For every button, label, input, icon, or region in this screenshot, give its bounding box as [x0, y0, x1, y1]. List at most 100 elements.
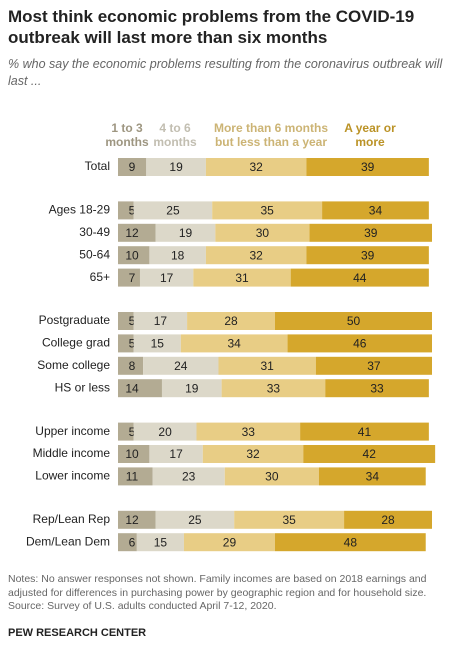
value-label: 39	[364, 226, 378, 240]
value-label: 18	[171, 248, 185, 262]
footer: PEW RESEARCH CENTER	[8, 627, 147, 639]
source: Source: Survey of U.S. adults conducted …	[8, 600, 277, 612]
chart-subtitle: % who say the economic problems resultin…	[8, 57, 443, 88]
value-label: 41	[358, 425, 372, 439]
bar-segment	[152, 467, 225, 486]
value-label: 48	[344, 535, 358, 549]
bar-segment	[118, 158, 147, 176]
value-label: 44	[353, 271, 367, 285]
value-label: 31	[235, 271, 249, 285]
value-label: 32	[246, 447, 260, 461]
value-label: 6	[129, 535, 136, 549]
bar-segment	[300, 422, 429, 441]
bar-segment	[315, 356, 432, 375]
bar-segment	[275, 312, 432, 330]
bar-segment	[118, 246, 150, 265]
value-label: 28	[224, 314, 238, 328]
bar-segment	[234, 510, 345, 529]
value-label: 35	[282, 513, 296, 527]
bar-segment	[287, 334, 432, 353]
legend-label: 1 to 3 months	[105, 121, 149, 149]
value-label: 33	[242, 425, 256, 439]
value-label: 32	[249, 160, 263, 174]
bar-segment	[180, 334, 288, 353]
value-label: 30	[265, 470, 279, 484]
bar-segment	[205, 158, 307, 176]
value-label: 14	[125, 381, 139, 395]
value-label: 12	[125, 513, 139, 527]
category-label: Upper income	[35, 424, 110, 438]
bar-segment	[193, 268, 291, 287]
bar-segment	[344, 510, 432, 529]
bar-segment	[224, 467, 319, 486]
bar-segment	[187, 312, 275, 330]
bar-segment	[325, 379, 429, 398]
value-label: 17	[160, 271, 174, 285]
bar-segment	[202, 445, 304, 463]
value-label: 37	[367, 359, 381, 373]
value-label: 10	[125, 248, 139, 262]
bar-segment	[215, 223, 310, 242]
value-label: 17	[154, 314, 168, 328]
bar-segment	[155, 510, 235, 529]
bar-segment	[306, 158, 429, 176]
bar-segment	[303, 445, 436, 463]
bar-segment	[290, 268, 429, 287]
value-label: 5	[129, 204, 136, 218]
bar-segment	[149, 246, 206, 265]
category-label: 30-49	[79, 225, 110, 239]
value-label: 11	[126, 470, 139, 484]
bar-segment	[306, 246, 429, 265]
bar-segment	[118, 533, 137, 552]
bar-segment	[155, 223, 216, 242]
value-label: 34	[228, 337, 242, 351]
category-label: 50-64	[79, 247, 110, 261]
value-label: 19	[185, 381, 199, 395]
bar-segment	[133, 312, 188, 330]
value-label: 9	[129, 160, 136, 174]
legend-label: A year or more	[344, 121, 396, 149]
value-label: 7	[129, 271, 136, 285]
chart-title: Most think economic problems from the CO…	[8, 7, 415, 47]
bar-segment	[133, 422, 197, 441]
value-label: 5	[129, 337, 136, 351]
category-label: Some college	[37, 358, 110, 372]
bar-segment	[183, 533, 275, 552]
category-label: Lower income	[35, 469, 110, 483]
category-label: HS or less	[55, 380, 110, 394]
value-label: 10	[125, 447, 139, 461]
legend-label: 4 to 6 months	[153, 121, 197, 149]
bar-segment	[146, 158, 206, 176]
category-label: Dem/Lean Dem	[26, 534, 110, 548]
value-label: 30	[256, 226, 270, 240]
value-label: 25	[166, 204, 180, 218]
category-label: Middle income	[33, 446, 111, 460]
value-label: 39	[361, 248, 375, 262]
category-label: Total	[85, 159, 110, 173]
value-label: 15	[154, 535, 168, 549]
value-label: 33	[267, 381, 281, 395]
value-label: 46	[353, 337, 367, 351]
value-label: 20	[158, 425, 172, 439]
value-label: 28	[381, 513, 395, 527]
value-label: 15	[151, 337, 165, 351]
value-label: 19	[169, 160, 183, 174]
value-label: 31	[260, 359, 274, 373]
category-label: Rep/Lean Rep	[33, 512, 111, 526]
value-label: 32	[249, 248, 263, 262]
value-label: 34	[366, 470, 380, 484]
bar-segment	[161, 379, 222, 398]
category-label: 65+	[90, 270, 110, 284]
value-label: 50	[347, 314, 361, 328]
legend-label: More than 6 months but less than a year	[213, 121, 328, 149]
bar-segment	[322, 201, 429, 220]
category-label: Ages 18-29	[49, 203, 111, 217]
bar-segment	[136, 533, 184, 552]
bar-segment	[118, 356, 144, 375]
value-label: 5	[129, 314, 136, 328]
bar-segment	[149, 445, 203, 463]
bar-segment	[118, 510, 156, 529]
bar-segment	[118, 201, 134, 220]
